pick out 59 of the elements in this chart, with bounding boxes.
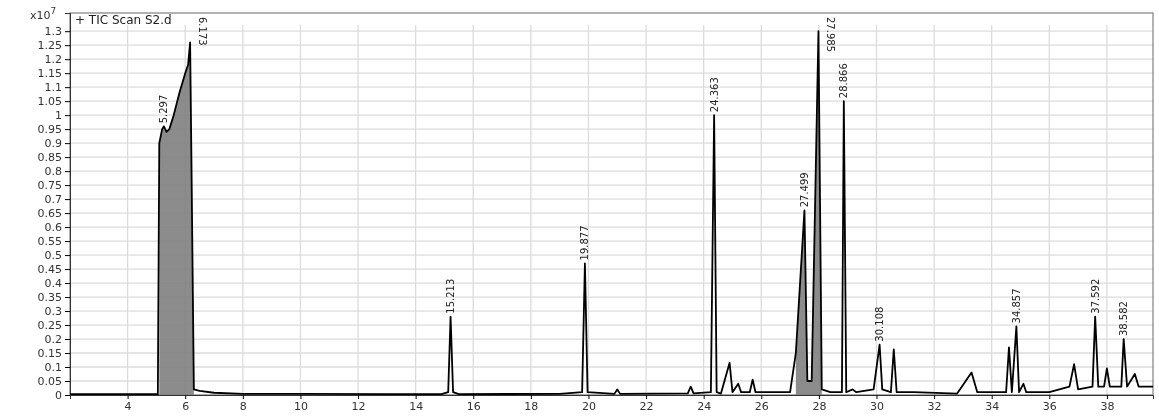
x-tick-label: 24	[697, 399, 712, 413]
y-tick-label: 0.85	[37, 151, 62, 165]
x-tick-label: 28	[812, 399, 827, 413]
y-tick-label: 1.1	[44, 81, 62, 95]
y-tick-label: 0.2	[44, 333, 62, 347]
x-tick-label: 10	[293, 399, 308, 413]
annotation: 27.499	[798, 172, 810, 208]
x-tick-label: 34	[985, 399, 1000, 413]
chart-title: + TIC Scan S2.d	[75, 13, 172, 27]
x-tick-label: 30	[869, 399, 884, 413]
x-tick-label: 18	[524, 399, 539, 413]
x-tick-label: 14	[409, 399, 424, 413]
x-tick-label: 32	[927, 399, 942, 413]
x-tick-label: 12	[351, 399, 366, 413]
annotation: 15.213	[445, 278, 457, 314]
x-tick-label: 4	[124, 399, 132, 413]
y-tick-label: 1.05	[37, 95, 62, 109]
x-tick-label: 22	[639, 399, 654, 413]
x-tick-label: 36	[1042, 399, 1057, 413]
x-tick-label: 20	[581, 399, 596, 413]
y-tick-label: 0.75	[37, 179, 62, 193]
y-tick-label: 0.15	[37, 347, 62, 361]
annotation: 19.877	[579, 225, 591, 261]
annotation: 30.108	[874, 306, 886, 342]
annotation: 28.866	[838, 63, 850, 99]
y-tick-label: 0	[55, 389, 62, 403]
annotation: 24.363	[708, 77, 720, 113]
y-tick-label: 0.3	[44, 305, 62, 319]
annotation: 5.297	[158, 94, 170, 124]
annotation: 27.985	[825, 17, 837, 52]
x-tick-label: 8	[239, 399, 247, 413]
y-tick-label: 0.6	[44, 221, 62, 235]
x-tick-label: 26	[754, 399, 769, 413]
y-tick-label: 0.95	[37, 123, 62, 137]
y-tick-label: 0.05	[37, 375, 62, 389]
y-tick-label: 1.15	[37, 67, 62, 81]
y-tick-label: 0.7	[44, 193, 62, 207]
x-tick-label: 38	[1100, 399, 1115, 413]
annotation: 6.173	[197, 17, 209, 46]
y-tick-label: 0.45	[37, 263, 62, 277]
y-tick-label: 1.2	[44, 53, 62, 67]
y-axis-title: x10$^{7}$	[30, 6, 57, 22]
y-tick-label: 1	[55, 109, 62, 123]
annotation: 38.582	[1118, 301, 1130, 337]
y-tick-label: 0.35	[37, 291, 62, 305]
y-tick-label: 0.1	[44, 361, 62, 375]
y-tick-label: 0.4	[44, 277, 62, 291]
x-tick-label: 16	[466, 399, 481, 413]
y-tick-label: 0.55	[37, 235, 62, 249]
x-tick-label: 6	[182, 399, 190, 413]
y-tick-label: 0.9	[44, 137, 62, 151]
y-tick-label: 1.25	[37, 39, 62, 53]
y-tick-label: 0.5	[44, 249, 62, 263]
y-tick-label: 0.65	[37, 207, 62, 221]
y-tick-label: 0.8	[44, 165, 62, 179]
annotation: 34.857	[1010, 288, 1022, 324]
y-tick-label: 1.3	[44, 25, 62, 39]
y-tick-label: 0.25	[37, 319, 62, 333]
annotation: 37.592	[1089, 278, 1101, 314]
